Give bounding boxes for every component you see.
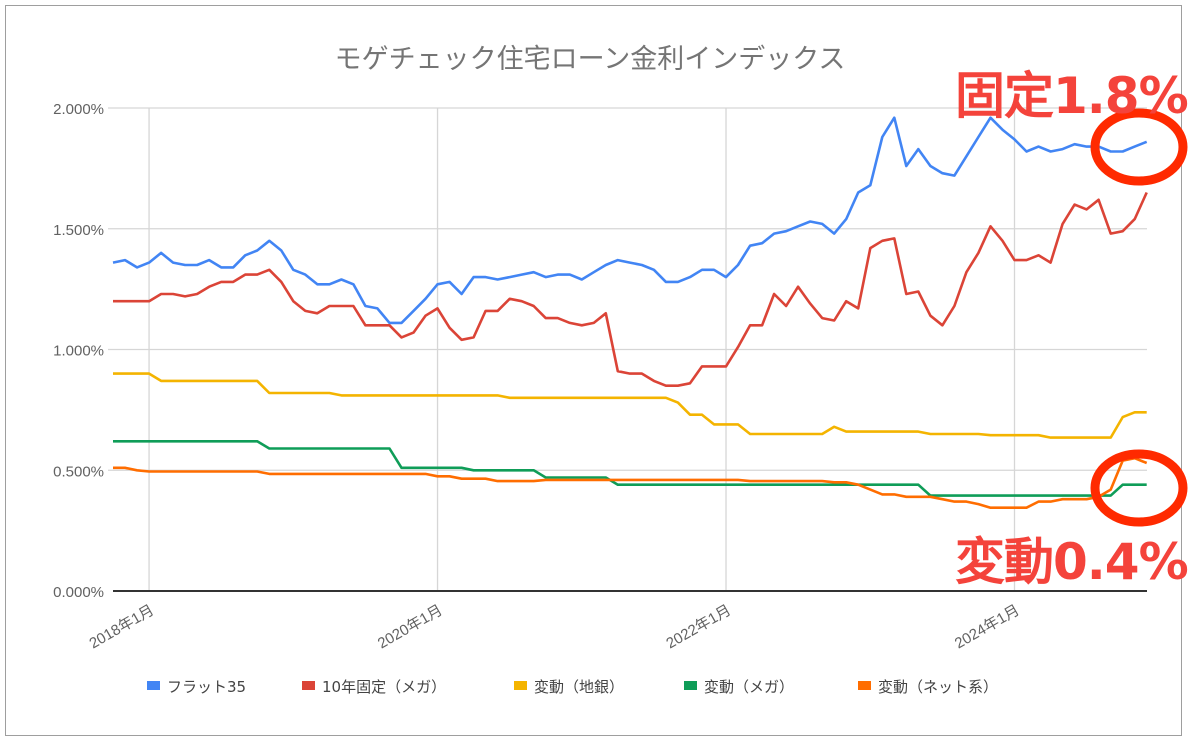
x-tick-label: 2018年1月 [86,602,157,653]
legend-label-0: フラット35 [167,678,246,696]
x-tick-label: 2024年1月 [952,602,1023,653]
series-line-0 [112,116,1148,325]
series-line-3 [113,439,1147,497]
highlight-circle-variable [1090,449,1188,527]
series-line-2 [113,372,1147,439]
legend-swatch-2 [514,681,527,690]
x-tick-label: 2020年1月 [375,602,446,653]
series-line-1 [113,191,1148,388]
legend-label-3: 変動（メガ） [704,678,794,696]
legend-swatch-4 [858,681,871,690]
legend-label-2: 変動（地銀） [534,678,624,696]
y-tick-label: 2.000% [53,101,104,118]
series-line-4 [113,456,1148,510]
x-tick-label: 2022年1月 [663,602,734,653]
y-tick-label: 1.500% [53,222,104,239]
chart-frame [5,5,1182,736]
legend-label-4: 変動（ネット系） [878,678,998,696]
y-tick-label: 0.000% [53,584,104,601]
legend-label-1: 10年固定（メガ） [322,678,446,696]
legend-swatch-0 [147,681,160,690]
legend-swatch-3 [684,681,697,690]
annotation-variable-rate: 変動0.4% [955,533,1189,591]
chart-title: モゲチェック住宅ローン金利インデックス [335,44,846,75]
highlight-circle-fixed [1090,108,1188,186]
annotation-fixed-rate: 固定1.8% [955,67,1189,125]
y-tick-label: 0.500% [53,463,104,480]
y-tick-label: 1.000% [53,343,104,360]
legend-swatch-1 [302,681,315,690]
